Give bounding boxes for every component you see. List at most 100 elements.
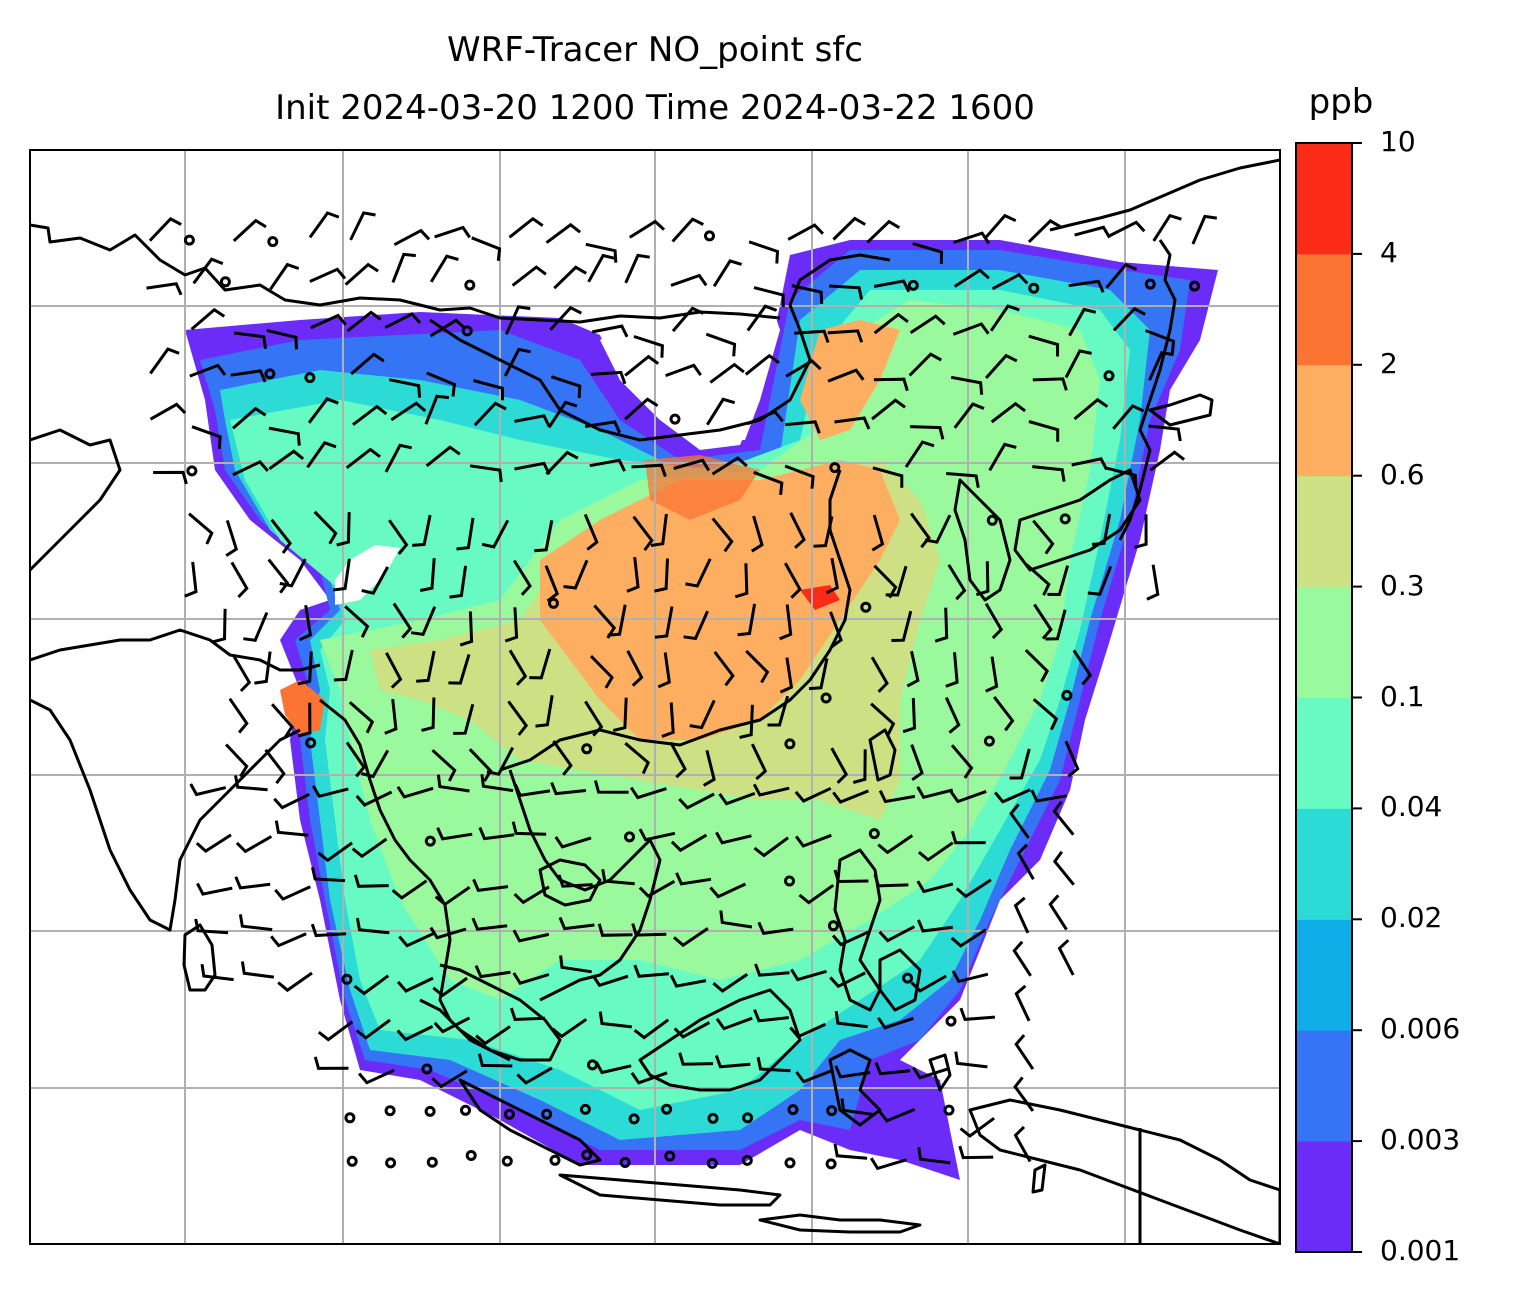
wind-barb: [871, 514, 885, 552]
wind-barb: [516, 1066, 553, 1085]
wind-barb: [549, 305, 582, 331]
calm-wind-circle: [986, 514, 998, 526]
wind-barb: [345, 447, 381, 469]
wind-barb: [552, 740, 573, 776]
wind-barb: [336, 512, 351, 547]
wind-barb: [712, 972, 749, 993]
wind-barb: [624, 354, 660, 377]
wind-barb: [633, 964, 670, 978]
wind-barb: [878, 1108, 916, 1123]
wind-barb: [1028, 334, 1060, 357]
colorbar-segment: [1296, 919, 1352, 1031]
wind-barb: [989, 304, 1020, 332]
wind-barb: [829, 971, 866, 989]
wind-barb: [544, 565, 560, 603]
wind-barb: [909, 314, 946, 334]
wind-barb: [1009, 748, 1031, 780]
wind-barb: [912, 1066, 950, 1080]
wind-barb: [785, 420, 821, 434]
wind-barb: [630, 1071, 668, 1085]
calm-wind-circle: [628, 1113, 640, 1125]
wind-barb: [990, 401, 1026, 424]
wind-barb: [192, 257, 224, 285]
calm-wind-circle: [943, 1104, 955, 1116]
coastline: [953, 478, 1012, 602]
wind-barb: [632, 515, 654, 551]
calm-wind-circle: [460, 1104, 471, 1116]
wind-barb: [673, 927, 709, 948]
wind-barb: [993, 695, 1015, 732]
wind-barb: [597, 923, 633, 937]
wind-barb: [779, 657, 794, 694]
wind-barb: [196, 882, 233, 896]
calm-wind-circle: [664, 1150, 676, 1162]
wind-barb: [270, 932, 307, 948]
wind-barb: [317, 841, 353, 863]
wind-barb: [545, 222, 582, 244]
wind-barb: [266, 328, 298, 350]
island: [928, 1053, 952, 1092]
wind-barb: [432, 976, 468, 998]
calm-wind-circle: [424, 835, 436, 847]
wind-barb: [200, 963, 234, 982]
wind-barb: [673, 1021, 711, 1039]
calm-wind-circle: [784, 738, 796, 750]
wind-barb: [254, 651, 272, 685]
wind-barb: [873, 873, 909, 888]
wind-barb: [654, 558, 669, 593]
wind-barb: [917, 841, 954, 862]
calm-wind-circle: [267, 236, 279, 248]
field-band-orange: [540, 460, 900, 740]
colorbar-unit: ppb: [1308, 82, 1374, 122]
calm-wind-circle: [1103, 370, 1115, 382]
field-band-redorange-2: [645, 455, 760, 520]
wind-barb: [419, 558, 436, 592]
wind-barb: [311, 866, 346, 883]
wind-barb: [794, 786, 832, 803]
wind-barb: [1068, 307, 1097, 337]
calm-wind-circle: [820, 692, 832, 704]
island: [638, 988, 802, 1092]
wind-barb: [269, 262, 300, 291]
calm-wind-circle: [826, 1105, 838, 1117]
wind-barb: [398, 931, 436, 948]
wind-barb: [513, 885, 550, 905]
wind-barb: [711, 456, 748, 476]
wind-barb: [713, 650, 735, 687]
wind-barb: [852, 749, 867, 784]
wind-barb: [1073, 397, 1109, 421]
wind-barb: [985, 656, 999, 693]
wind-barb: [654, 606, 674, 639]
wind-barb: [514, 461, 551, 475]
calm-wind-circle: [661, 1103, 673, 1115]
coastline: [538, 858, 602, 907]
wind-barb: [825, 557, 839, 595]
wind-barb: [683, 610, 709, 641]
wind-barb: [1105, 466, 1138, 488]
wind-barb: [984, 353, 1018, 379]
wind-barb: [779, 604, 793, 641]
colorbar: [1295, 142, 1362, 1253]
wind-barb: [471, 236, 502, 261]
wind-barb: [513, 783, 551, 798]
wind-barb: [297, 651, 313, 686]
wind-barb: [333, 558, 351, 592]
wind-barb: [317, 1020, 354, 1042]
wind-barb: [959, 1116, 995, 1138]
wind-barb: [191, 425, 222, 449]
wind-barb: [189, 363, 227, 378]
wind-barb: [472, 878, 509, 893]
wind-barb: [873, 312, 909, 335]
wind-barb: [279, 558, 307, 588]
wind-barb: [671, 217, 704, 243]
wind-barb: [190, 307, 226, 331]
wind-barb: [719, 910, 753, 929]
wind-barb: [545, 450, 579, 476]
wind-barb: [702, 749, 716, 787]
wind-barb: [1014, 1034, 1035, 1070]
wind-barb: [829, 611, 843, 649]
wind-barb: [878, 925, 916, 943]
wind-barb: [478, 826, 515, 841]
calm-wind-circle: [707, 1112, 719, 1124]
